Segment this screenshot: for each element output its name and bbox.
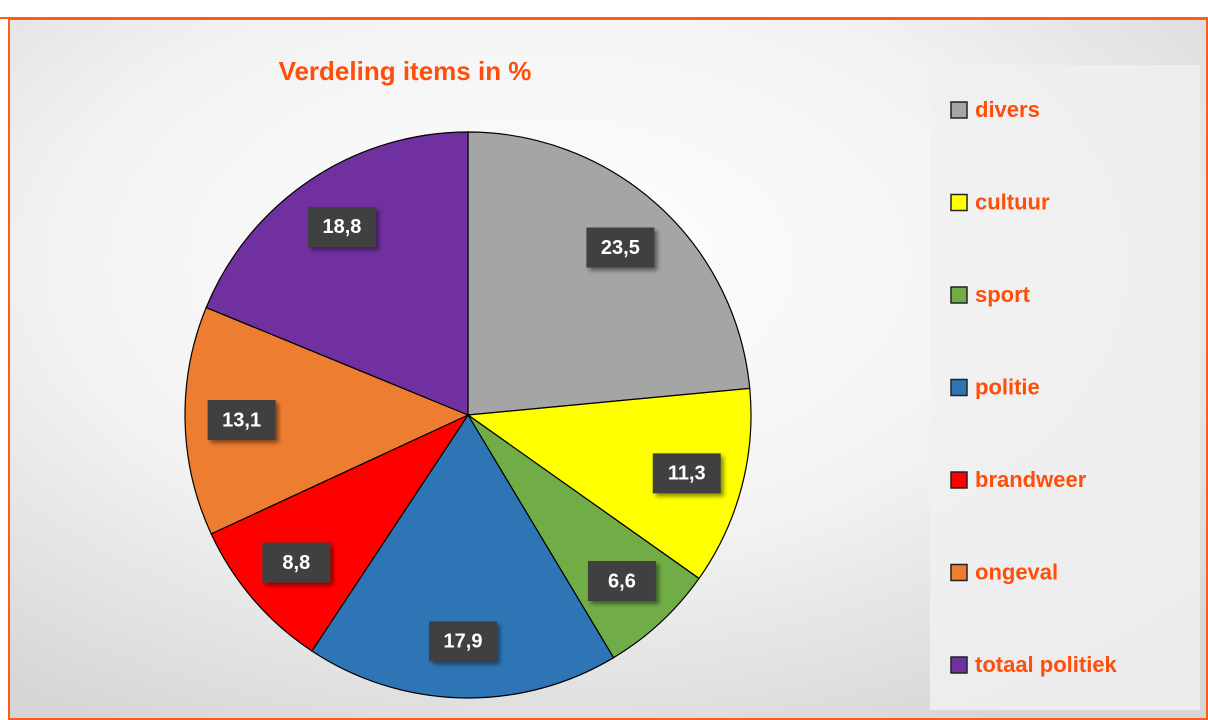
pie-slice: [467, 131, 751, 416]
legend-swatch: [950, 101, 968, 119]
legend-label: brandweer: [975, 467, 1087, 492]
legend-label: divers: [975, 97, 1040, 122]
data-label: 11,3: [668, 463, 706, 485]
data-label-box: [587, 561, 656, 602]
legend-label: politie: [975, 374, 1040, 399]
legend-label: sport: [975, 282, 1031, 307]
data-label: 13,1: [222, 409, 261, 431]
data-label-box: [207, 399, 276, 440]
pie-slice: [466, 387, 752, 580]
data-label-box: [652, 453, 721, 494]
data-label: 23,5: [601, 237, 640, 259]
legend-label: cultuur: [975, 189, 1050, 214]
legend-swatch: [950, 378, 968, 397]
legend-swatch: [950, 471, 968, 489]
legend-label: ongeval: [975, 559, 1058, 584]
data-label: 8,8: [282, 552, 310, 574]
legend-box: [930, 65, 1200, 710]
legend-label: totaal politiek: [975, 652, 1118, 677]
pie-slice: [184, 306, 470, 535]
pie-slice: [210, 413, 470, 652]
legend-swatch: [950, 286, 968, 304]
legend: divers cultuur sport politie brandweer ongeva…: [950, 97, 1118, 677]
data-labels: 23,5 11,3 6,6 17,9 8,8 13,1 18,8: [207, 206, 721, 662]
data-label: 18,8: [322, 216, 361, 238]
pie-slice: [311, 413, 615, 699]
data-label-box: [262, 542, 331, 583]
legend-swatch: [950, 563, 968, 582]
data-label: 6,6: [608, 570, 636, 592]
data-label-box: [586, 227, 655, 268]
data-label: 17,9: [444, 631, 483, 653]
data-label-box: [429, 621, 498, 662]
chart-title: Verdeling items in %: [279, 56, 532, 86]
legend-swatch: [950, 193, 968, 212]
data-label-box: [307, 206, 376, 247]
pie-slice: [205, 131, 469, 416]
legend-swatch: [950, 656, 968, 674]
